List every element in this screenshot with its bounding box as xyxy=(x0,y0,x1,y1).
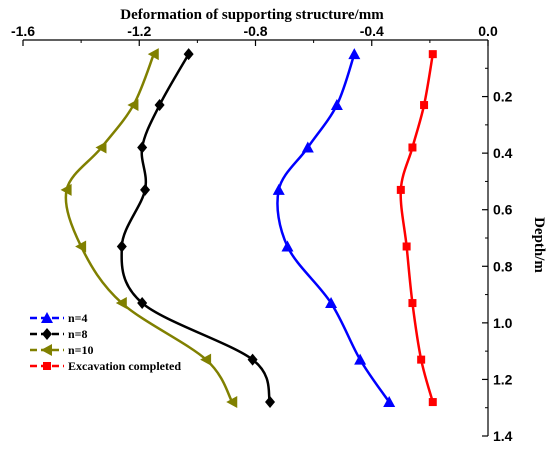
series-1 xyxy=(272,48,396,408)
legend-item: n=10 xyxy=(30,343,94,357)
data-point xyxy=(127,99,139,112)
data-point xyxy=(348,48,361,60)
legend-marker xyxy=(42,328,52,340)
axes: -1.6 -1.2 -0.8 -0.4 0.0 0.2 0.4 0.6 0.8 1.0 1.2 1.4 xyxy=(11,23,513,444)
y-tick-label: 1.2 xyxy=(493,371,513,387)
data-point xyxy=(330,99,343,111)
legend-marker xyxy=(41,312,53,323)
data-point xyxy=(183,48,194,61)
data-point xyxy=(272,183,285,195)
legend-label: n=8 xyxy=(68,327,88,341)
series-line xyxy=(120,53,272,403)
data-point xyxy=(137,297,148,310)
y-tick-label: 1.0 xyxy=(493,315,513,331)
legend-label: Excavation completed xyxy=(68,359,181,373)
data-point xyxy=(147,48,159,61)
data-point xyxy=(137,141,148,154)
legend-item: n=4 xyxy=(30,311,88,325)
legend-label: n=10 xyxy=(68,343,94,357)
data-point xyxy=(140,183,151,196)
x-tick-label: -0.4 xyxy=(360,23,384,39)
x-tick-label: -1.2 xyxy=(127,23,151,39)
x-tick-label: 0.0 xyxy=(478,23,498,39)
data-point xyxy=(408,299,417,308)
legend-marker xyxy=(43,362,51,370)
y-tick-label: 0.6 xyxy=(493,202,513,218)
y-tick-label: 0.4 xyxy=(493,145,513,161)
plot-area xyxy=(60,48,437,409)
data-point xyxy=(200,353,212,366)
legend: n=4 n=8 n=10 Excavation completed xyxy=(30,311,181,373)
series-2 xyxy=(116,48,276,409)
x-tick-label: -1.6 xyxy=(11,23,35,39)
data-point xyxy=(354,353,367,365)
data-point xyxy=(428,398,437,407)
x-axis-title: Deformation of supporting structure/mm xyxy=(120,7,384,23)
series-3 xyxy=(60,48,238,409)
y-axis-title: Depth/m xyxy=(531,217,547,273)
y-tick-label: 0.8 xyxy=(493,258,513,274)
legend-label: n=4 xyxy=(68,311,88,325)
data-point xyxy=(420,101,429,110)
data-point xyxy=(154,99,165,112)
legend-marker xyxy=(41,344,52,356)
data-point xyxy=(75,240,87,253)
x-tick-label: -0.8 xyxy=(243,23,267,39)
data-point xyxy=(95,141,107,154)
series-line xyxy=(64,53,234,403)
data-point xyxy=(301,141,314,153)
data-point xyxy=(265,396,276,409)
data-point xyxy=(247,353,258,366)
data-point xyxy=(396,185,405,194)
y-tick-label: 0.2 xyxy=(493,89,513,105)
data-point xyxy=(226,396,238,409)
legend-item: n=8 xyxy=(30,327,88,341)
data-point xyxy=(428,50,437,59)
data-point xyxy=(60,183,72,196)
data-point xyxy=(402,242,411,251)
data-point xyxy=(325,297,338,309)
series-4 xyxy=(396,50,437,407)
legend-item: Excavation completed xyxy=(30,359,181,373)
data-point xyxy=(115,297,127,310)
data-point xyxy=(383,396,396,408)
data-point xyxy=(408,143,417,152)
data-point xyxy=(281,240,294,252)
data-point xyxy=(116,240,127,253)
y-tick-label: 1.4 xyxy=(493,428,513,444)
data-point xyxy=(417,355,426,364)
